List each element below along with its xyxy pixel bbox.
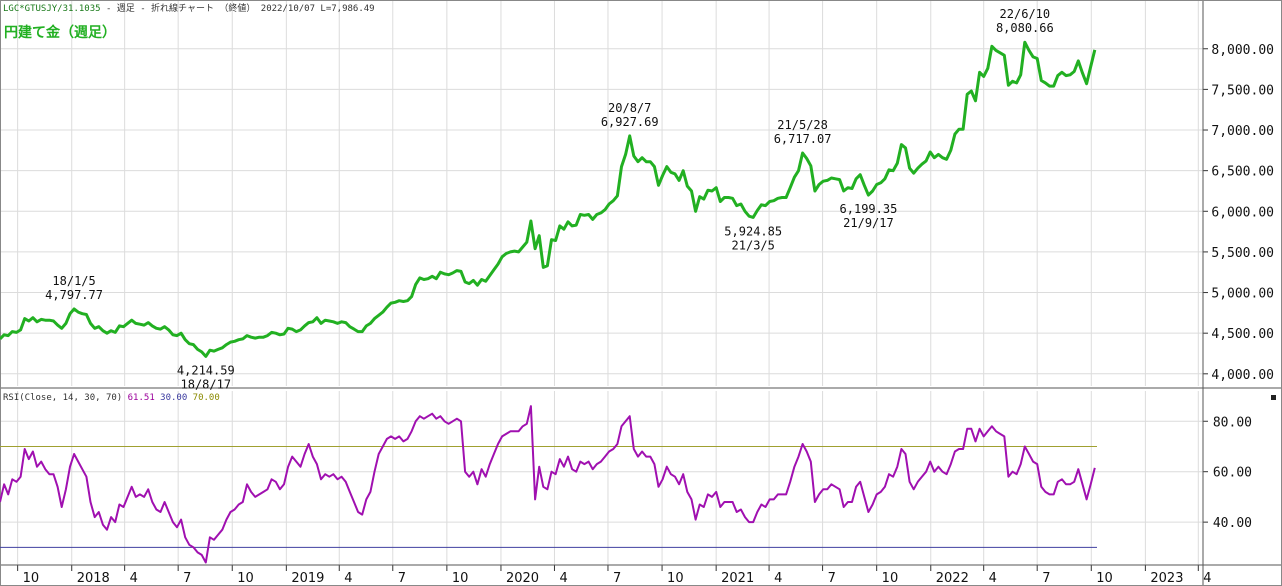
- price-series-line: [0, 40, 1097, 358]
- x-tick-label: 10: [237, 571, 254, 586]
- peak-annotation-label: 20/8/7: [608, 101, 651, 115]
- rsi-series-line: [0, 405, 1096, 564]
- peak-annotation-label: 22/6/10: [1000, 7, 1051, 21]
- label-layer: 10 2018 4 7 10 2019 4 7 10 2020 4 7 10 2021 4 7 10 2022 4 7…: [23, 7, 1274, 586]
- price-y-tick-label: 6,000.00: [1211, 205, 1274, 220]
- price-y-tick-label: 6,500.00: [1211, 165, 1274, 180]
- x-tick-label: 2021: [721, 571, 754, 586]
- x-tick-label: 7: [398, 571, 406, 586]
- price-y-tick-label: 4,500.00: [1211, 327, 1274, 342]
- peak-annotation-label: 4,797.77: [45, 288, 103, 302]
- x-tick-label: 4: [130, 571, 138, 586]
- x-tick-label: 2022: [936, 571, 969, 586]
- peak-annotation-label: 4,214.59: [177, 363, 235, 377]
- x-tick-label: 2023: [1150, 571, 1183, 586]
- x-tick-label: 2019: [291, 571, 324, 586]
- price-y-tick-label: 8,000.00: [1211, 43, 1274, 58]
- peak-annotation-label: 6,927.69: [601, 115, 659, 129]
- x-tick-label: 4: [774, 571, 782, 586]
- rsi-upper-value: 70.00: [192, 393, 220, 403]
- x-tick-label: 10: [667, 571, 684, 586]
- rsi-lower-value: 30.00: [160, 393, 188, 403]
- x-tick-label: 4: [559, 571, 567, 586]
- rsi-value: 61.51: [127, 393, 155, 403]
- chart-header: LGC*GTUSJY/31.1035 - 週足 - 折れ線チャート （終値） 2…: [3, 1, 375, 14]
- rsi-y-tick-label: 60.00: [1213, 466, 1252, 481]
- price-y-tick-label: 7,500.00: [1211, 83, 1274, 98]
- rsi-y-tick-label: 40.00: [1213, 516, 1252, 531]
- x-tick-label: 10: [452, 571, 469, 586]
- x-tick-label: 7: [183, 571, 191, 586]
- x-tick-label: 2018: [77, 571, 110, 586]
- rsi-header: RSI(Close, 14, 30, 70) 61.51 30.00 70.00: [3, 393, 220, 403]
- peak-annotation-label: 18/8/17: [181, 377, 232, 391]
- price-y-tick-label: 5,000.00: [1211, 287, 1274, 302]
- price-y-tick-label: 7,000.00: [1211, 124, 1274, 139]
- peak-annotation-label: 18/1/5: [52, 274, 95, 288]
- symbol-label: LGC*GTUSJY/31.1035: [3, 4, 101, 14]
- peak-annotation-label: 8,080.66: [996, 21, 1054, 35]
- x-tick-label: 4: [1203, 571, 1211, 586]
- chart-info: - 週足 - 折れ線チャート （終値） 2022/10/07 L=7,986.4…: [100, 4, 375, 14]
- x-tick-label: 7: [828, 571, 836, 586]
- price-y-tick-label: 5,500.00: [1211, 246, 1274, 261]
- rsi-y-tick-label: 80.00: [1213, 415, 1252, 430]
- peak-annotation-label: 21/5/28: [777, 118, 828, 132]
- peak-annotation-label: 21/9/17: [843, 216, 894, 230]
- x-tick-label: 10: [1096, 571, 1113, 586]
- x-tick-label: 4: [344, 571, 352, 586]
- chart-title: 円建て金（週足）: [4, 25, 116, 41]
- peak-annotation-label: 6,199.35: [840, 202, 898, 216]
- x-tick-label: 10: [882, 571, 899, 586]
- rsi-panel-button[interactable]: [1271, 395, 1276, 400]
- peak-annotation-label: 21/3/5: [732, 238, 775, 252]
- line-layer: [0, 40, 1097, 564]
- peak-annotation-label: 5,924.85: [724, 224, 782, 238]
- x-tick-label: 2020: [506, 571, 539, 586]
- band-layer: [0, 445, 1097, 548]
- grid-layer: [0, 0, 1203, 565]
- price-y-tick-label: 4,000.00: [1211, 368, 1274, 383]
- x-tick-label: 10: [23, 571, 40, 586]
- peak-annotation-label: 6,717.07: [774, 132, 832, 146]
- rsi-label: RSI(Close, 14, 30, 70): [3, 393, 123, 403]
- x-tick-label: 7: [1042, 571, 1050, 586]
- x-tick-label: 4: [989, 571, 997, 586]
- x-tick-label: 7: [613, 571, 621, 586]
